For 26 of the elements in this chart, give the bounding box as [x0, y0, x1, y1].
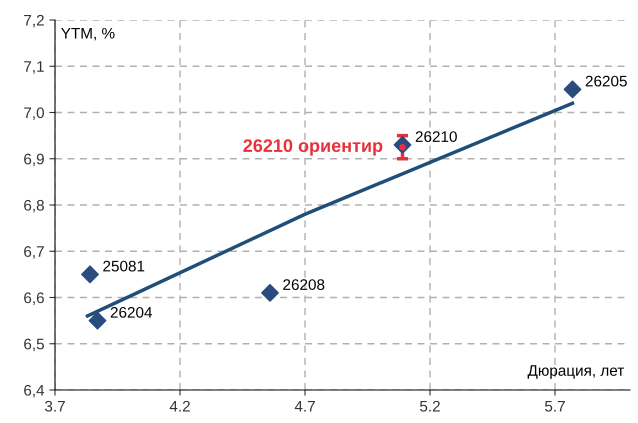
x-tick-label: 5.7 [544, 400, 565, 412]
point [564, 80, 582, 98]
y-tick-label: 6,6 [24, 292, 44, 305]
y-tick-label: 6,7 [24, 246, 44, 259]
y-tick-label: 6,5 [24, 338, 44, 352]
annotation: 26210 [416, 131, 457, 142]
x-axis-title: Дюрация, лет [528, 365, 624, 379]
x-tick-label: 3.7 [44, 400, 65, 412]
point [81, 265, 99, 284]
annotation: 26208 [283, 279, 324, 290]
point [261, 284, 279, 302]
y-tick-label: 7,0 [24, 107, 44, 120]
x-tick-label: 5.2 [420, 400, 440, 412]
x-tick-label: 4.7 [294, 400, 315, 412]
y-tick-label: 6,4 [24, 384, 44, 398]
annotation: 25081 [103, 260, 144, 272]
x-tick-label: 4.2 [170, 400, 190, 412]
y-tick-label: 7,2 [24, 14, 44, 28]
point [88, 312, 106, 330]
y-tick-label: 6,9 [24, 154, 44, 166]
annotation: 26210 ориентир [243, 139, 382, 156]
y-tick-label: 7,1 [24, 61, 44, 74]
y-axis-title: YTM, % [61, 28, 115, 40]
y-tick-label: 6,8 [24, 200, 44, 212]
annotation: 26205 [586, 76, 627, 87]
annotation: 26204 [110, 306, 152, 318]
